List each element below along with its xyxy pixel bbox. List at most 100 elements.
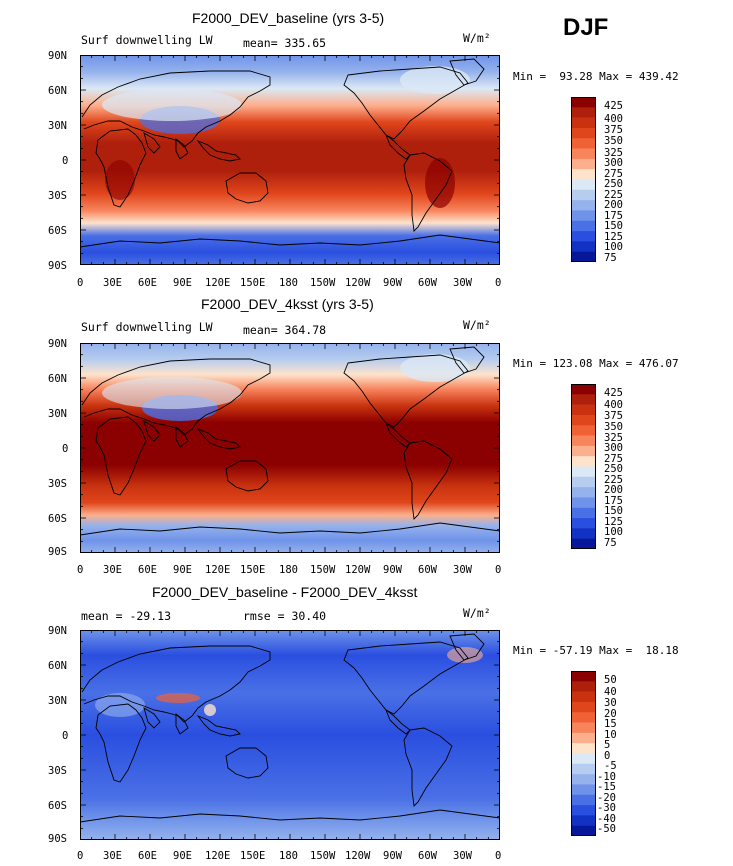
panel-2-map — [80, 343, 500, 553]
colorbar-label: 325 — [604, 432, 623, 444]
colorbar-swatch — [571, 712, 596, 723]
x-tick-label: 0 — [495, 564, 502, 576]
panel-2-units-label: W/m² — [463, 318, 491, 332]
colorbar-swatch — [571, 476, 596, 488]
colorbar-swatch — [571, 158, 596, 170]
colorbar-label: 200 — [604, 484, 623, 496]
colorbar-label: 225 — [604, 474, 623, 486]
colorbar-swatch — [571, 241, 596, 252]
colorbar-label: 400 — [604, 399, 623, 411]
colorbar-swatch — [571, 466, 596, 478]
colorbar-label: 400 — [604, 113, 623, 125]
colorbar-swatch — [571, 794, 596, 806]
colorbar-label: 375 — [604, 124, 623, 136]
colorbar-label: 175 — [604, 495, 623, 507]
x-tick-label: 120W — [345, 277, 371, 289]
y-tick-label: 60N — [48, 85, 67, 97]
colorbar-label: 375 — [604, 410, 623, 422]
coastline — [343, 66, 469, 140]
colorbar-label: 5 — [604, 739, 611, 751]
coastline — [80, 234, 500, 248]
colorbar-swatch — [571, 127, 596, 139]
y-tick-label: 30S — [48, 190, 67, 202]
coastline — [343, 354, 469, 428]
colorbar-label: 50 — [604, 674, 617, 686]
y-tick-label: 60S — [48, 225, 67, 237]
colorbar-swatch — [571, 753, 596, 765]
coastline — [175, 138, 189, 160]
colorbar-label: -10 — [597, 771, 616, 783]
coastline — [80, 522, 500, 536]
colorbar-swatch — [571, 487, 596, 498]
x-tick-label: 120W — [345, 564, 371, 576]
colorbar-swatch — [571, 528, 596, 539]
colorbar-label: -15 — [597, 781, 616, 793]
colorbar-swatch — [571, 384, 596, 395]
colorbar-swatch — [571, 179, 596, 191]
colorbar-swatch — [571, 681, 596, 692]
colorbar-swatch — [571, 763, 596, 775]
colorbar-swatch — [571, 507, 596, 519]
colorbar-label: 350 — [604, 421, 623, 433]
y-tick-label: 0 — [62, 155, 69, 167]
colorbar-swatch — [571, 251, 596, 262]
colorbar-swatch — [571, 671, 596, 682]
coastline — [95, 416, 147, 496]
colorbar-swatch — [571, 784, 596, 796]
x-tick-label: 60W — [418, 850, 437, 862]
colorbar-swatch — [571, 189, 596, 201]
x-tick-label: 30E — [103, 850, 122, 862]
colorbar-label: 150 — [604, 505, 623, 517]
coastline — [95, 703, 147, 783]
colorbar-swatch — [571, 691, 596, 703]
panel-1-title: F2000_DEV_baseline (yrs 3-5) — [192, 10, 385, 26]
coastline — [384, 421, 411, 448]
y-tick-label: 60S — [48, 513, 67, 525]
x-tick-label: 180 — [279, 850, 298, 862]
y-tick-label: 90S — [48, 546, 67, 558]
coastline — [449, 633, 485, 661]
x-tick-label: 0 — [77, 564, 84, 576]
x-tick-label: 150W — [310, 850, 336, 862]
x-tick-label: 30W — [453, 564, 472, 576]
y-tick-label: 90S — [48, 260, 67, 272]
coastline — [403, 152, 453, 232]
coastline — [143, 132, 161, 154]
coastline — [143, 420, 161, 442]
y-tick-label: 60N — [48, 660, 67, 672]
y-tick-label: 90N — [48, 625, 67, 637]
colorbar-label: 75 — [604, 537, 617, 549]
panel-1-mean-label: mean= 335.65 — [243, 36, 327, 50]
colorbar-label: -20 — [597, 792, 616, 804]
x-tick-label: 0 — [77, 850, 84, 862]
y-tick-label: 30N — [48, 120, 67, 132]
colorbar-swatch — [571, 148, 596, 160]
x-tick-label: 90W — [383, 277, 402, 289]
panel-3-rmse-label: rmse = 30.40 — [243, 609, 327, 623]
coastline — [175, 426, 189, 448]
colorbar-label: 75 — [604, 252, 617, 264]
colorbar-label: 275 — [604, 453, 623, 465]
colorbar-swatch — [571, 435, 596, 447]
colorbar-label: 350 — [604, 135, 623, 147]
season-label: DJF — [563, 14, 609, 41]
panel-2-minmax: Min = 123.08 Max = 476.07 — [513, 357, 679, 370]
coastline — [196, 714, 241, 737]
coastline — [343, 641, 469, 715]
colorbar-swatch — [571, 138, 596, 149]
y-tick-label: 30S — [48, 478, 67, 490]
panel-3-colorbar — [571, 671, 596, 836]
x-tick-label: 30W — [453, 850, 472, 862]
x-tick-label: 0 — [495, 277, 502, 289]
x-tick-label: 180 — [279, 277, 298, 289]
x-tick-label: 60W — [418, 564, 437, 576]
x-tick-label: 120W — [345, 850, 371, 862]
coastline — [196, 427, 241, 450]
colorbar-label: 150 — [604, 220, 623, 232]
colorbar-swatch — [571, 97, 596, 108]
coastline — [80, 809, 500, 823]
coastline — [449, 58, 485, 86]
colorbar-swatch — [571, 169, 596, 180]
x-tick-label: 180 — [279, 564, 298, 576]
colorbar-label: 275 — [604, 168, 623, 180]
